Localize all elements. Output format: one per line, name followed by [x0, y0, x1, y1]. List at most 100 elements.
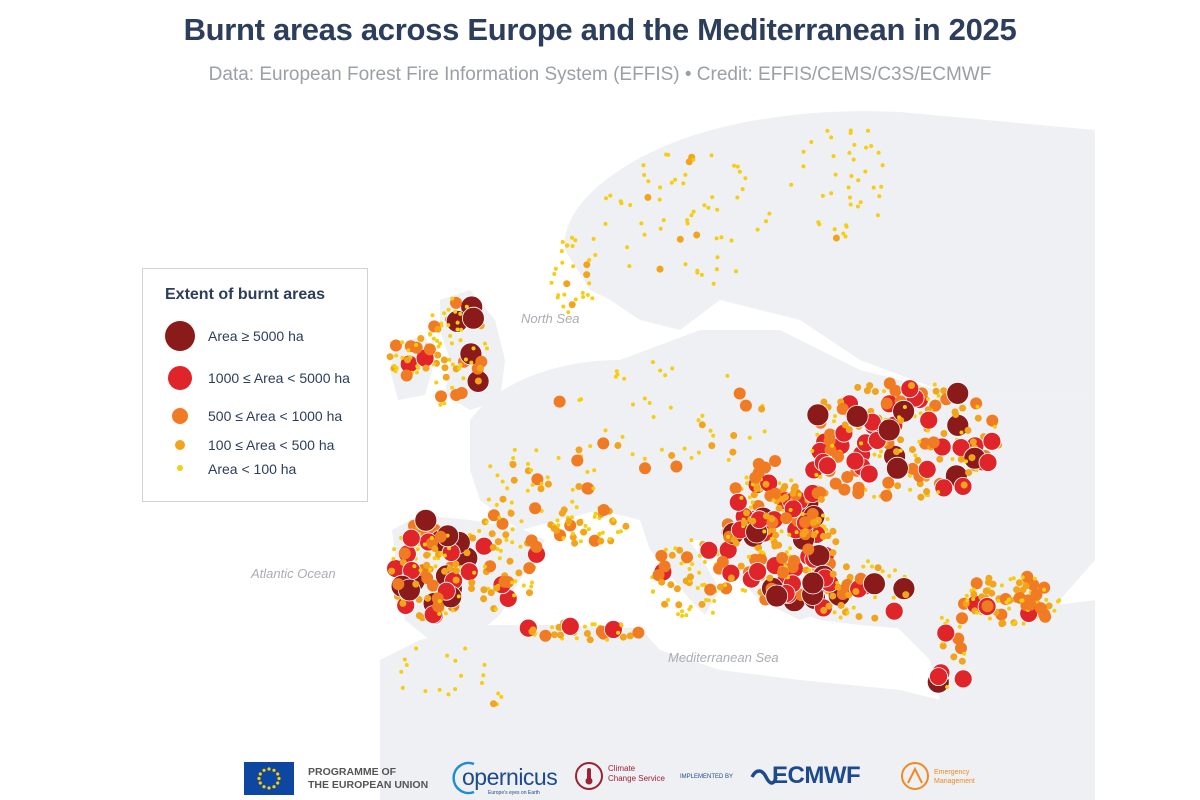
fire-point — [453, 687, 458, 692]
fire-point — [829, 135, 834, 140]
fire-point — [493, 584, 501, 592]
fire-point — [480, 681, 484, 685]
fire-point — [644, 193, 652, 201]
fire-point — [788, 546, 793, 551]
fire-point — [952, 411, 960, 418]
fire-point — [441, 567, 449, 575]
fire-point — [560, 260, 565, 265]
fire-point — [1015, 579, 1023, 587]
fire-point — [437, 687, 442, 692]
fire-point — [834, 583, 842, 591]
fire-point — [871, 185, 876, 190]
fire-point — [957, 455, 965, 463]
fire-point — [422, 364, 430, 372]
legend-item-100: 100 ≤ Area < 500 ha — [143, 437, 367, 467]
fire-point — [495, 547, 500, 552]
fire-point — [575, 483, 583, 490]
fire-point — [583, 630, 591, 637]
fire-point — [604, 620, 623, 639]
fire-point — [950, 457, 955, 462]
fire-point — [710, 610, 715, 615]
fire-point — [504, 538, 509, 542]
fire-point — [515, 569, 523, 577]
fire-point — [668, 405, 673, 410]
fire-point — [704, 583, 717, 596]
fire-point — [449, 341, 454, 346]
fire-point — [509, 461, 517, 468]
fire-point — [807, 568, 812, 573]
fire-point — [666, 598, 671, 602]
fire-point — [615, 530, 620, 535]
fire-point — [996, 599, 1001, 603]
fire-point — [619, 201, 624, 206]
fire-point — [772, 531, 780, 539]
fire-point — [431, 592, 444, 605]
fire-point — [434, 380, 439, 385]
fire-point — [435, 390, 447, 403]
fire-point — [641, 163, 646, 168]
fire-point — [913, 453, 918, 458]
fire-point — [495, 473, 500, 478]
fire-point — [829, 570, 837, 578]
fire-point — [463, 357, 468, 362]
fire-point — [750, 491, 758, 499]
fire-point — [389, 339, 402, 352]
fire-point — [476, 364, 484, 372]
fire-point — [570, 531, 575, 536]
fire-point — [485, 346, 489, 351]
fire-point — [982, 587, 990, 595]
fire-point — [962, 651, 967, 656]
fire-point — [849, 174, 854, 178]
fire-point — [583, 271, 591, 279]
fire-point — [845, 591, 853, 599]
fire-point — [747, 495, 752, 500]
fire-point — [437, 599, 442, 604]
fire-point — [494, 538, 502, 546]
fire-point — [960, 481, 968, 489]
fire-point — [658, 560, 671, 573]
fire-point — [392, 578, 405, 591]
fire-point — [434, 325, 442, 333]
fire-point — [568, 301, 576, 309]
fire-point — [630, 452, 635, 457]
eu-line-1: PROGRAMME OF — [308, 766, 397, 778]
fire-point — [619, 633, 627, 641]
fire-point — [790, 485, 798, 493]
fire-point — [639, 462, 651, 475]
fire-point — [626, 632, 634, 640]
fire-point — [1034, 602, 1047, 615]
fire-point — [593, 253, 598, 257]
legend-label-100: 100 ≤ Area < 500 ha — [208, 437, 335, 453]
north-sea-label: North Sea — [521, 311, 580, 326]
copernicus-logo-icon — [452, 761, 475, 795]
fire-point — [507, 509, 515, 517]
fire-point — [591, 236, 596, 241]
fire-point — [932, 382, 937, 387]
fire-point — [838, 483, 851, 496]
fire-point — [670, 460, 683, 473]
fire-point — [447, 357, 452, 362]
land-scandinavia — [564, 111, 1095, 400]
fire-point — [480, 586, 488, 594]
fire-point — [685, 218, 690, 223]
fire-point — [571, 264, 576, 269]
fire-point — [825, 128, 830, 133]
fire-point — [575, 446, 583, 454]
fire-point — [642, 173, 647, 177]
fire-point — [957, 624, 962, 629]
fire-point — [404, 356, 411, 364]
fire-point — [439, 552, 444, 557]
fire-point — [851, 157, 856, 162]
fire-point — [505, 486, 510, 491]
fire-point — [658, 185, 663, 190]
fire-point — [971, 587, 976, 592]
legend-item-1000: 1000 ≤ Area < 5000 ha — [143, 366, 367, 396]
fire-point — [581, 295, 586, 299]
fire-point — [673, 546, 678, 551]
fire-point — [619, 623, 624, 627]
fire-point — [388, 567, 396, 575]
fire-point — [978, 453, 998, 472]
fire-point — [780, 512, 793, 525]
fire-point — [690, 562, 695, 566]
fire-point — [400, 355, 405, 360]
